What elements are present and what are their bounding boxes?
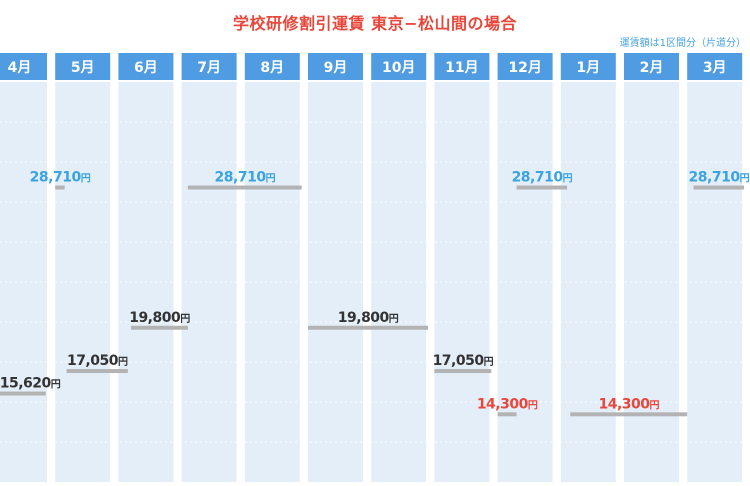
fare-value-label: 19,800円 bbox=[129, 310, 190, 326]
month-label: 7月 bbox=[197, 60, 221, 76]
month-header bbox=[560, 53, 616, 80]
fare-bar bbox=[516, 185, 568, 190]
fare-bar bbox=[131, 325, 188, 330]
month-label: 1月 bbox=[576, 60, 600, 76]
month-label: 5月 bbox=[71, 60, 95, 76]
month-label: 11月 bbox=[445, 60, 478, 76]
fare-value-label: 17,050円 bbox=[433, 353, 494, 369]
month-label: 8月 bbox=[260, 60, 284, 76]
fare-note: 運賃額は1区間分（片道分） bbox=[619, 38, 746, 49]
fare-bar bbox=[0, 391, 46, 396]
month-label: 2月 bbox=[640, 60, 664, 76]
fare-value-label: 28,710円 bbox=[30, 170, 91, 186]
month-header bbox=[118, 53, 174, 80]
fare-bar bbox=[55, 185, 65, 190]
fare-bar bbox=[434, 369, 492, 374]
month-column bbox=[0, 82, 47, 482]
fare-bar bbox=[693, 185, 745, 190]
fare-bar bbox=[570, 412, 688, 417]
month-column bbox=[560, 82, 616, 482]
month-header bbox=[434, 53, 490, 80]
fare-value-label: 14,300円 bbox=[477, 396, 538, 412]
month-header bbox=[55, 53, 111, 80]
month-header bbox=[624, 53, 679, 80]
fare-bar bbox=[497, 412, 517, 417]
fare-value-label: 28,710円 bbox=[689, 170, 750, 186]
fare-bar bbox=[308, 325, 429, 330]
chart-title: 学校研修割引運賃 東京−松山間の場合 bbox=[233, 14, 517, 33]
month-label: 10月 bbox=[382, 60, 415, 76]
month-header bbox=[0, 53, 47, 80]
month-header bbox=[181, 53, 237, 80]
month-column bbox=[181, 82, 237, 482]
fare-value-label: 17,050円 bbox=[67, 353, 128, 369]
month-label: 12月 bbox=[508, 60, 541, 76]
month-header bbox=[687, 53, 743, 80]
fare-value-label: 15,620円 bbox=[0, 376, 61, 392]
month-label: 4月 bbox=[8, 60, 32, 76]
month-header bbox=[497, 53, 553, 80]
month-label: 9月 bbox=[324, 60, 348, 76]
month-column bbox=[371, 82, 427, 482]
month-header bbox=[308, 53, 363, 80]
fare-value-label: 19,800円 bbox=[338, 310, 399, 326]
fare-value-label: 14,300円 bbox=[598, 396, 659, 412]
month-header bbox=[371, 53, 427, 80]
month-label: 3月 bbox=[703, 60, 727, 76]
fare-bar bbox=[187, 185, 302, 190]
fare-bar bbox=[66, 369, 128, 374]
month-label: 6月 bbox=[134, 60, 158, 76]
month-header bbox=[244, 53, 300, 80]
fare-value-label: 28,710円 bbox=[215, 170, 276, 186]
fare-value-label: 28,710円 bbox=[512, 170, 573, 186]
